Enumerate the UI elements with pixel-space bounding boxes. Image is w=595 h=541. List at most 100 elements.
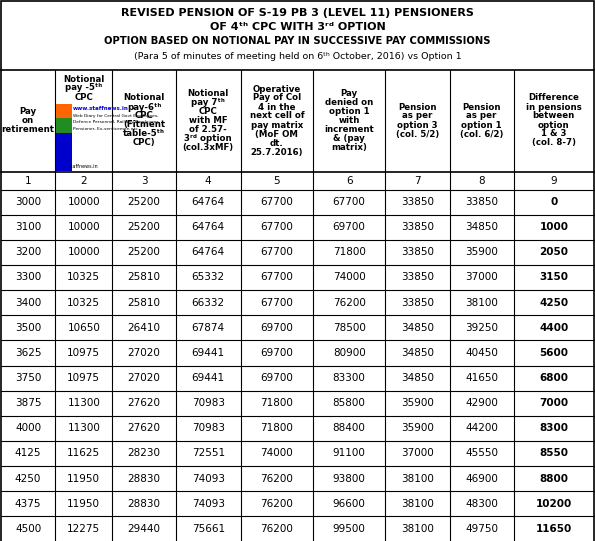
Text: CPC): CPC) xyxy=(133,138,155,148)
Text: option 3: option 3 xyxy=(397,121,438,129)
Bar xyxy=(56,103,71,118)
Text: Pay: Pay xyxy=(20,107,37,116)
Text: 91100: 91100 xyxy=(333,448,365,459)
Text: 11300: 11300 xyxy=(67,398,100,408)
Text: 34850: 34850 xyxy=(465,222,498,232)
Text: 3200: 3200 xyxy=(15,247,41,258)
Text: (col. 6/2): (col. 6/2) xyxy=(460,129,503,138)
Text: 28230: 28230 xyxy=(127,448,161,459)
Text: 74093: 74093 xyxy=(192,499,225,509)
Text: 33850: 33850 xyxy=(401,222,434,232)
Text: 1000: 1000 xyxy=(539,222,568,232)
Text: 11950: 11950 xyxy=(67,473,101,484)
Text: 8800: 8800 xyxy=(539,473,568,484)
Text: 4250: 4250 xyxy=(15,473,41,484)
Text: 4250: 4250 xyxy=(539,298,568,308)
Text: table-5ᵗʰ: table-5ᵗʰ xyxy=(123,129,165,138)
Text: 7: 7 xyxy=(414,175,421,186)
Text: 33850: 33850 xyxy=(401,197,434,207)
Text: 38100: 38100 xyxy=(401,473,434,484)
Text: 25200: 25200 xyxy=(127,222,161,232)
Text: (col. 5/2): (col. 5/2) xyxy=(396,129,439,138)
Text: 85800: 85800 xyxy=(333,398,365,408)
Text: matrix): matrix) xyxy=(331,143,367,152)
Text: 64764: 64764 xyxy=(192,247,225,258)
Text: 64764: 64764 xyxy=(192,222,225,232)
Text: 74000: 74000 xyxy=(333,273,365,282)
Text: 12275: 12275 xyxy=(67,524,101,534)
Text: 75661: 75661 xyxy=(192,524,225,534)
Bar xyxy=(56,118,71,133)
Text: 34850: 34850 xyxy=(401,323,434,333)
Text: Difference: Difference xyxy=(528,94,580,102)
Text: Notional: Notional xyxy=(63,75,104,83)
Text: 4375: 4375 xyxy=(15,499,41,509)
Text: 33850: 33850 xyxy=(401,273,434,282)
Text: pay matrix: pay matrix xyxy=(250,121,303,129)
Text: 11625: 11625 xyxy=(67,448,101,459)
Text: on: on xyxy=(22,116,34,125)
Text: 25810: 25810 xyxy=(127,298,161,308)
Text: 99500: 99500 xyxy=(333,524,365,534)
Text: 93800: 93800 xyxy=(333,473,365,484)
Text: 33850: 33850 xyxy=(401,298,434,308)
Text: 10000: 10000 xyxy=(67,247,100,258)
Text: Pension: Pension xyxy=(398,102,437,111)
Text: 80900: 80900 xyxy=(333,348,365,358)
Text: www.staffnews.in: www.staffnews.in xyxy=(73,105,129,110)
Text: staffnews.in: staffnews.in xyxy=(69,163,99,168)
Text: pay 7ᵗʰ: pay 7ᵗʰ xyxy=(192,98,225,107)
Text: 69700: 69700 xyxy=(261,373,293,383)
Text: retirement: retirement xyxy=(2,125,55,134)
Text: Pay of Col: Pay of Col xyxy=(253,94,301,102)
Text: 6: 6 xyxy=(346,175,352,186)
Text: 37000: 37000 xyxy=(401,448,434,459)
Text: 69700: 69700 xyxy=(261,323,293,333)
Text: with: with xyxy=(339,116,360,125)
Text: Pension: Pension xyxy=(462,102,501,111)
Text: option 1: option 1 xyxy=(329,107,369,116)
Text: 25.7.2016): 25.7.2016) xyxy=(250,148,303,156)
Text: (col. 8-7): (col. 8-7) xyxy=(532,138,576,148)
Text: 11650: 11650 xyxy=(536,524,572,534)
Text: 6800: 6800 xyxy=(539,373,568,383)
Text: 10000: 10000 xyxy=(67,197,100,207)
Text: 69700: 69700 xyxy=(333,222,365,232)
Text: 28830: 28830 xyxy=(127,473,161,484)
Text: 3ʳᵈ option: 3ʳᵈ option xyxy=(184,134,232,143)
Text: 38100: 38100 xyxy=(465,298,498,308)
Text: 27020: 27020 xyxy=(127,348,161,358)
Text: 83300: 83300 xyxy=(333,373,365,383)
Text: pay -5ᵗʰ: pay -5ᵗʰ xyxy=(65,83,102,93)
Text: 66332: 66332 xyxy=(192,298,225,308)
Text: REVISED PENSION OF S-19 PB 3 (LEVEL 11) PENSIONERS: REVISED PENSION OF S-19 PB 3 (LEVEL 11) … xyxy=(121,8,474,17)
Text: 10975: 10975 xyxy=(67,373,101,383)
Text: OPTION BASED ON NOTIONAL PAY IN SUCCESSIVE PAY COMMISSIONS: OPTION BASED ON NOTIONAL PAY IN SUCCESSI… xyxy=(104,36,491,47)
Text: dt.: dt. xyxy=(270,138,284,148)
Text: 26410: 26410 xyxy=(127,323,161,333)
Text: 42900: 42900 xyxy=(465,398,498,408)
Text: 74093: 74093 xyxy=(192,473,225,484)
Text: 9: 9 xyxy=(550,175,557,186)
Text: between: between xyxy=(533,111,575,121)
Text: 3100: 3100 xyxy=(15,222,41,232)
Text: 25810: 25810 xyxy=(127,273,161,282)
Text: 11950: 11950 xyxy=(67,499,101,509)
Text: 10325: 10325 xyxy=(67,298,101,308)
Text: 0: 0 xyxy=(550,197,558,207)
Text: 2050: 2050 xyxy=(539,247,568,258)
Text: 2: 2 xyxy=(80,175,87,186)
Text: 96600: 96600 xyxy=(333,499,365,509)
Text: 4 in the: 4 in the xyxy=(258,102,296,111)
Text: CPC: CPC xyxy=(74,93,93,102)
Text: 40450: 40450 xyxy=(465,348,498,358)
Text: Notional: Notional xyxy=(187,89,229,98)
Text: 34850: 34850 xyxy=(401,373,434,383)
Text: 67700: 67700 xyxy=(261,222,293,232)
Text: Operative: Operative xyxy=(253,84,301,94)
Text: 29440: 29440 xyxy=(127,524,161,534)
Text: in pensions: in pensions xyxy=(526,102,582,111)
Text: 67700: 67700 xyxy=(261,298,293,308)
Text: 35900: 35900 xyxy=(465,247,498,258)
Text: 64764: 64764 xyxy=(192,197,225,207)
